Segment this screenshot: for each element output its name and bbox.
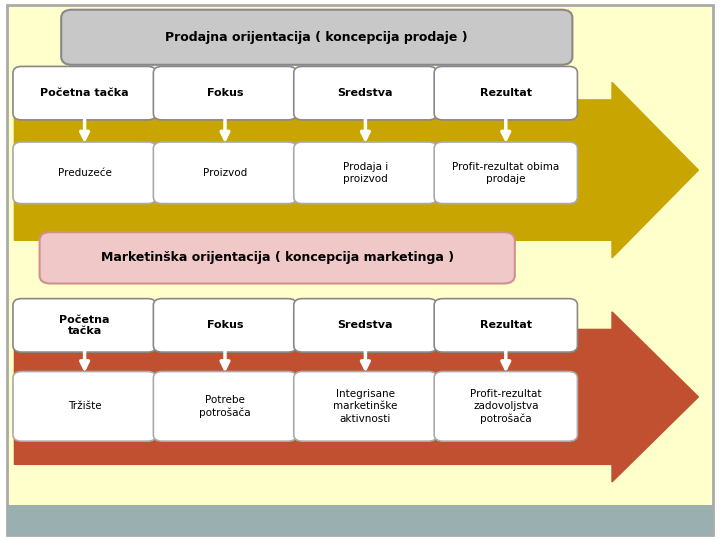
Text: Sredstva: Sredstva <box>338 320 393 330</box>
Text: Tržište: Tržište <box>68 401 102 411</box>
Text: Fokus: Fokus <box>207 320 243 330</box>
Text: Rezultat: Rezultat <box>480 88 532 98</box>
Text: Prodajna orijentacija ( koncepcija prodaje ): Prodajna orijentacija ( koncepcija proda… <box>166 31 468 44</box>
Text: Sredstva: Sredstva <box>338 88 393 98</box>
Text: Profit-rezultat
zadovoljstva
potrošača: Profit-rezultat zadovoljstva potrošača <box>470 389 541 424</box>
Bar <box>7 505 713 535</box>
Text: Potrebe
potrošača: Potrebe potrošača <box>199 395 251 418</box>
Text: Preduzeće: Preduzeće <box>58 168 112 178</box>
FancyBboxPatch shape <box>61 10 572 65</box>
FancyBboxPatch shape <box>13 372 156 441</box>
FancyBboxPatch shape <box>153 142 297 204</box>
FancyBboxPatch shape <box>434 299 577 352</box>
FancyBboxPatch shape <box>13 66 156 120</box>
FancyBboxPatch shape <box>294 299 437 352</box>
FancyBboxPatch shape <box>294 66 437 120</box>
FancyBboxPatch shape <box>434 372 577 441</box>
Text: Početna
tačka: Početna tačka <box>59 314 110 336</box>
FancyBboxPatch shape <box>294 142 437 204</box>
FancyBboxPatch shape <box>434 142 577 204</box>
FancyArrow shape <box>14 312 698 482</box>
Text: Profit-rezultat obima
prodaje: Profit-rezultat obima prodaje <box>452 161 559 184</box>
FancyBboxPatch shape <box>434 66 577 120</box>
FancyBboxPatch shape <box>13 142 156 204</box>
Text: Integrisane
marketinške
aktivnosti: Integrisane marketinške aktivnosti <box>333 389 397 424</box>
FancyBboxPatch shape <box>7 5 713 535</box>
Text: Rezultat: Rezultat <box>480 320 532 330</box>
FancyBboxPatch shape <box>153 66 297 120</box>
Text: Fokus: Fokus <box>207 88 243 98</box>
FancyBboxPatch shape <box>40 232 515 284</box>
FancyBboxPatch shape <box>13 299 156 352</box>
FancyBboxPatch shape <box>153 372 297 441</box>
Text: Marketinška orijentacija ( koncepcija marketinga ): Marketinška orijentacija ( koncepcija ma… <box>101 251 454 265</box>
Text: Prodaja i
proizvod: Prodaja i proizvod <box>343 161 388 184</box>
FancyBboxPatch shape <box>153 299 297 352</box>
Text: Početna tačka: Početna tačka <box>40 88 129 98</box>
FancyBboxPatch shape <box>294 372 437 441</box>
FancyArrow shape <box>14 82 698 258</box>
Text: Proizvod: Proizvod <box>203 168 247 178</box>
